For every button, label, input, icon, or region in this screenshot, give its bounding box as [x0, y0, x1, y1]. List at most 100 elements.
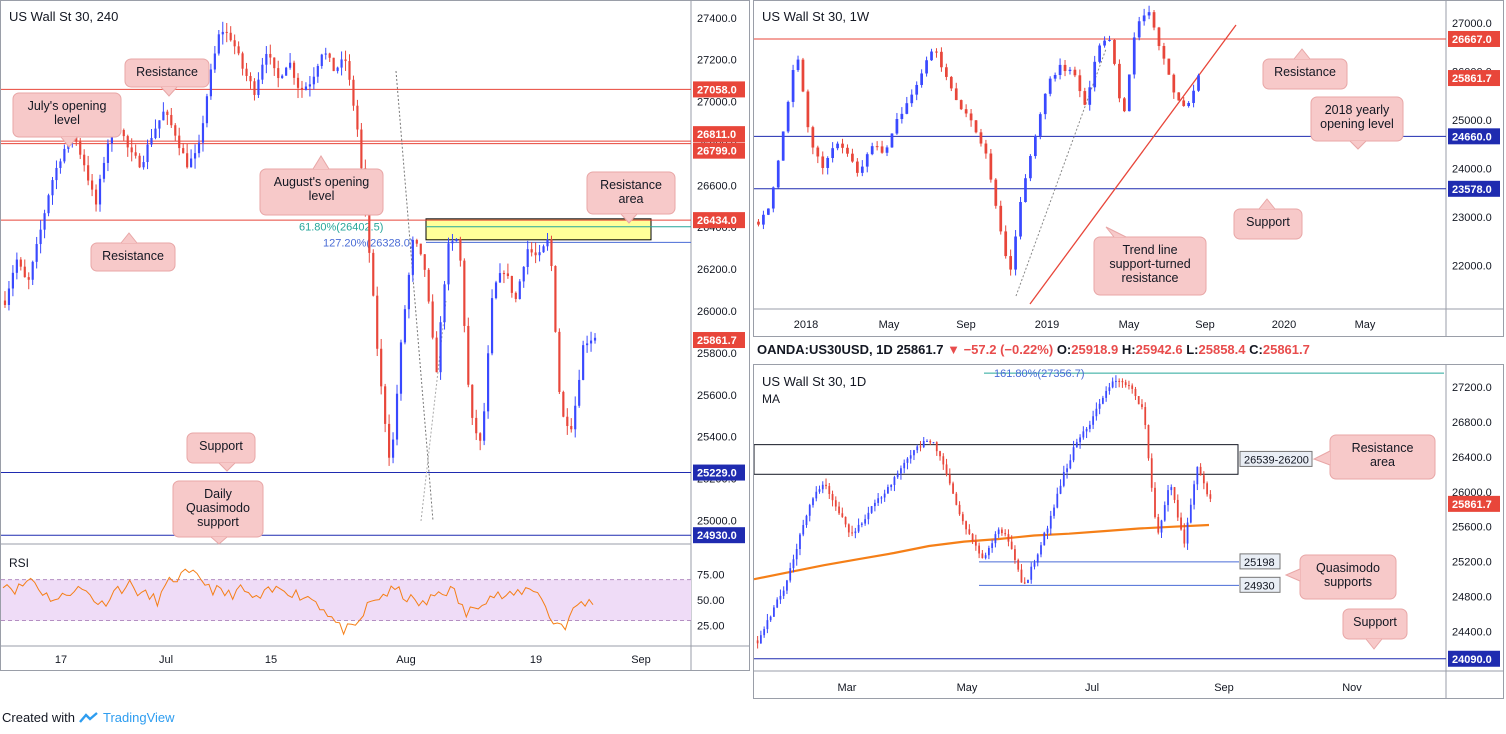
- qm-label-bg: [1239, 576, 1281, 593]
- candle-1d-candle: [864, 519, 867, 524]
- candle-4h-candle: [455, 239, 458, 242]
- chart-1d[interactable]: US Wall St 30, 1D MA 27200.0 26800.0 26400.0…: [754, 365, 1503, 698]
- candle-1w-candle: [1137, 21, 1141, 38]
- candle-1d-candle: [1092, 416, 1095, 425]
- price-tick-label: 27400.0: [697, 13, 737, 25]
- candle-1d-candle: [1079, 437, 1081, 443]
- symbol-info-bar: OANDA:US30USD, 1D 25861.7 ▼ −57.2 (−0.22…: [757, 342, 1310, 357]
- candle-1d-candle: [815, 491, 818, 499]
- price-tick-label: 26000.0: [1452, 487, 1492, 499]
- candle-4h-candle: [98, 178, 102, 205]
- candle-4h-candle: [562, 391, 565, 417]
- candle-1w-candle: [1098, 45, 1101, 62]
- candle-1d-candle: [1196, 466, 1199, 485]
- candle-1d-candle: [922, 441, 925, 448]
- candle-1w-candle: [816, 147, 820, 157]
- candle-4h-candle: [514, 292, 517, 299]
- candle-4h-candle: [63, 148, 66, 162]
- footer-text: Created with: [2, 710, 75, 725]
- time-tick-label: Sep: [1195, 319, 1215, 331]
- candle-1w-candle: [1014, 236, 1017, 270]
- footer-brand[interactable]: TradingView: [102, 710, 175, 725]
- candle-4h-candle: [435, 337, 438, 373]
- level-tag-bg: [693, 464, 745, 481]
- candle-1w-candle: [1192, 90, 1195, 103]
- callout-trendline-box: [1093, 236, 1207, 296]
- callout-trendline-text: support-turned: [1109, 257, 1190, 271]
- callout-trendline-pointer: [1105, 226, 1127, 238]
- candle-1d-candle: [1023, 582, 1026, 584]
- candle-4h-candle: [154, 128, 157, 139]
- candle-1w-candle: [821, 156, 825, 168]
- level-tag-bg: [1448, 650, 1500, 667]
- candle-4h-candle: [534, 252, 537, 256]
- candle-1d-candle: [821, 484, 824, 490]
- time-tick-label: 2019: [1035, 319, 1059, 331]
- candle-1d-candle: [883, 493, 886, 498]
- candle-4h-candle: [324, 53, 327, 55]
- callout-resistance-text: Resistance: [1274, 65, 1336, 79]
- candle-1d-candle: [799, 534, 801, 550]
- callout-support-pointer: [1365, 638, 1383, 650]
- chart-4h-panel[interactable]: US Wall St 30, 240 27400.0 27200.0 27000.0 2…: [0, 0, 750, 671]
- candle-4h-candle: [245, 68, 248, 76]
- level-tag-bg: [1448, 180, 1500, 197]
- rsi-band: [1, 579, 691, 621]
- price-tick-label: 27000.0: [1452, 18, 1492, 30]
- callout-july-open-text: level: [54, 113, 80, 127]
- candle-1d-candle: [1124, 382, 1127, 386]
- candle-1d-candle: [1075, 442, 1078, 448]
- candle-1d-candle: [834, 500, 837, 507]
- chart-1d-panel[interactable]: US Wall St 30, 1D MA 27200.0 26800.0 26400.0…: [753, 364, 1504, 699]
- candle-1d-candle: [1167, 490, 1169, 506]
- candle-4h-candle: [589, 340, 593, 344]
- candle-1w-candle: [890, 133, 894, 148]
- candle-4h-candle: [39, 229, 42, 245]
- candle-1w-candle: [885, 147, 889, 153]
- candle-1d-candle: [1121, 380, 1124, 383]
- chart-1w[interactable]: US Wall St 30, 1W27000.026000.025000.024…: [754, 1, 1503, 336]
- candle-4h-candle: [526, 249, 529, 267]
- candle-1w-candle: [905, 103, 909, 114]
- price-tick-label: 24800.0: [1452, 592, 1492, 604]
- candle-1d-candle: [1004, 533, 1007, 535]
- time-tick-label: Nov: [1342, 682, 1362, 694]
- price-tick-label: 26000.0: [697, 306, 737, 318]
- candle-4h-candle: [443, 284, 446, 323]
- candle-1w-candle: [1182, 100, 1186, 106]
- candle-1d-candle: [1059, 485, 1062, 494]
- chart-4h[interactable]: US Wall St 30, 240 27400.027200.027000.02…: [1, 1, 749, 670]
- candle-4h-candle: [146, 144, 149, 163]
- price-tick-label: 24400.0: [1452, 627, 1492, 639]
- candle-1w-candle: [959, 100, 963, 110]
- candle-1d-candle: [841, 513, 844, 517]
- candle-1d-candle: [1199, 466, 1202, 476]
- candle-1d-candle: [877, 498, 880, 503]
- info-close: 25861.7: [1262, 342, 1310, 357]
- candle-1d-candle: [844, 516, 847, 525]
- resistance-area-box: [754, 444, 1239, 475]
- info-low-label: L:: [1186, 342, 1199, 357]
- candle-1d-candle: [981, 553, 984, 559]
- candle-4h-candle: [75, 135, 78, 142]
- candle-1w-candle: [811, 127, 815, 148]
- callout-2018-open-text: 2018 yearly: [1325, 103, 1390, 117]
- candle-1w-candle: [875, 146, 879, 148]
- candle-4h-candle: [249, 75, 252, 82]
- candle-4h-candle: [506, 273, 509, 277]
- candle-4h-candle: [300, 87, 304, 90]
- candle-1w-candle: [1004, 231, 1008, 257]
- level-tag: 26799.0: [697, 146, 737, 158]
- callout-support-text: Support: [1246, 215, 1290, 229]
- level-tag: 24090.0: [1452, 654, 1492, 666]
- chart-1w-panel[interactable]: US Wall St 30, 1W27000.026000.025000.024…: [753, 0, 1504, 337]
- info-low: 25858.4: [1198, 342, 1246, 357]
- candle-1d-candle: [1154, 487, 1156, 518]
- callout-qm-supports-pointer: [1284, 568, 1301, 582]
- candle-4h-candle: [415, 239, 418, 244]
- candle-1w-candle: [984, 143, 988, 154]
- candle-4h-candle: [142, 162, 145, 168]
- candle-4h-candle: [150, 138, 153, 145]
- candle-4h-candle: [384, 386, 387, 424]
- candle-4h-candle: [518, 281, 521, 299]
